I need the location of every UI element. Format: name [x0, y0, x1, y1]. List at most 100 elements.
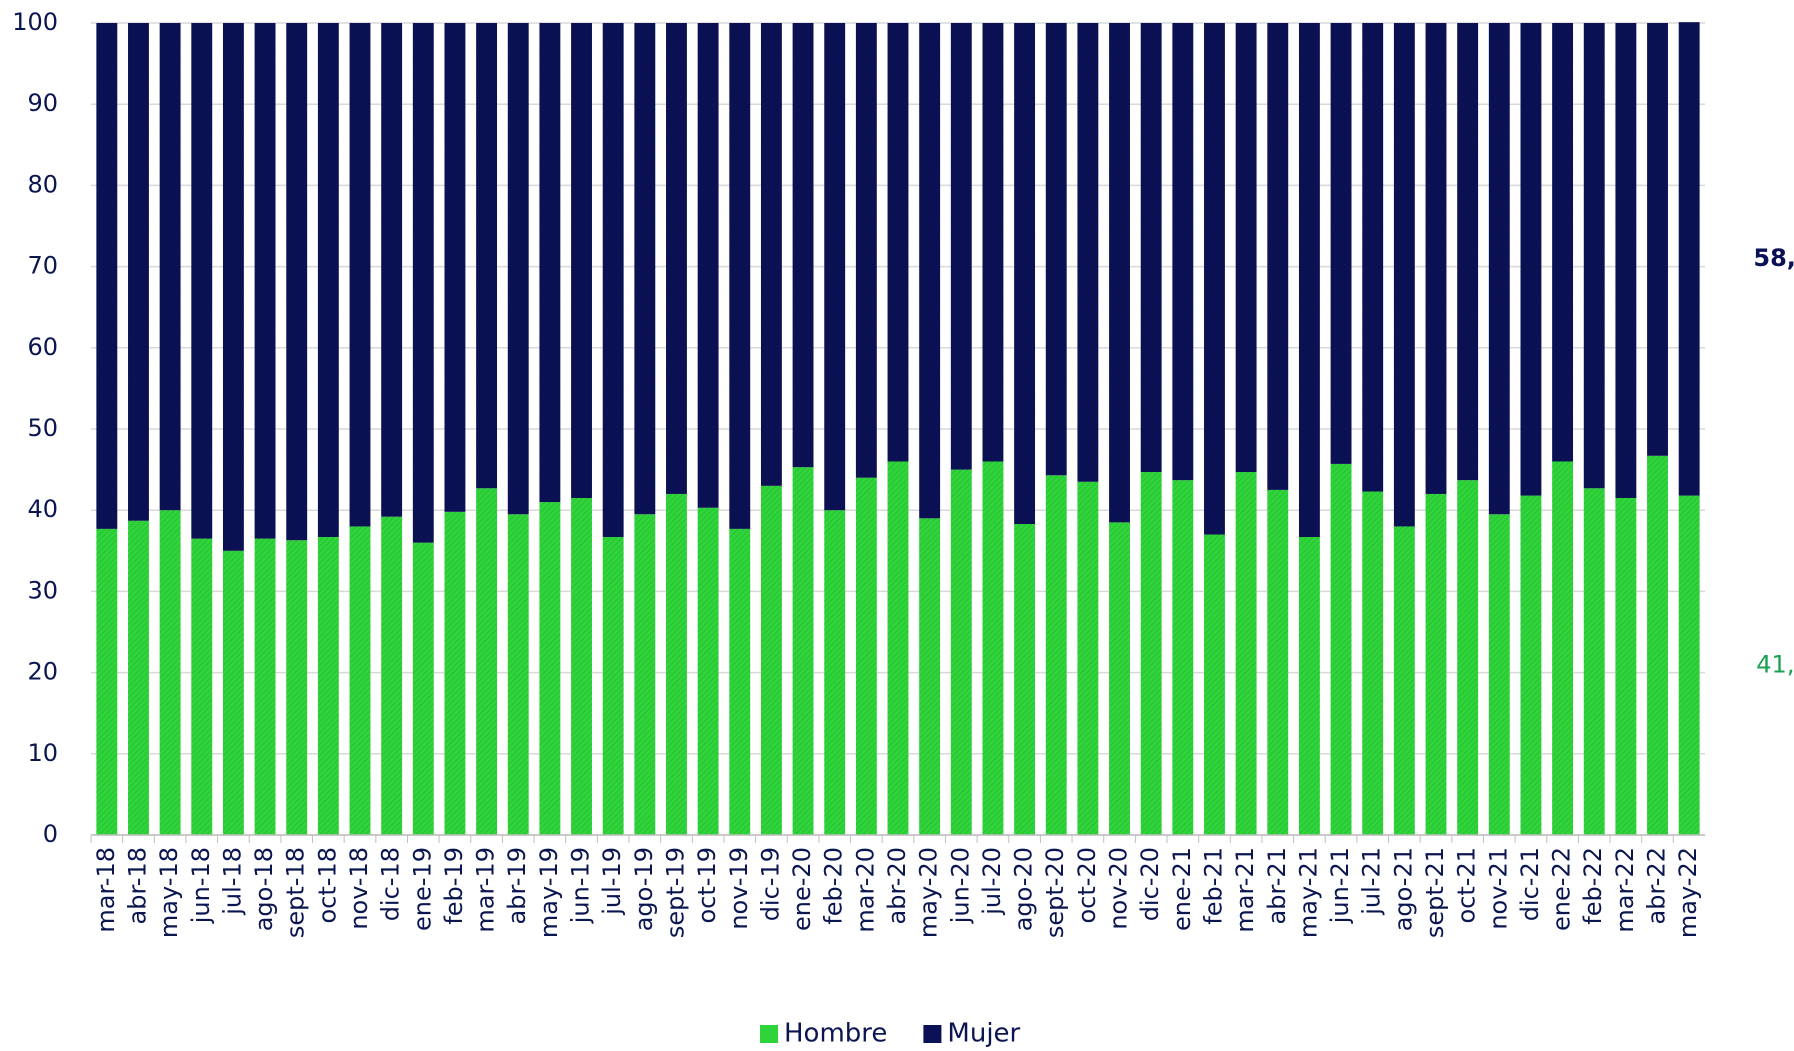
bar-segment [697, 23, 719, 508]
bar-segment [1330, 23, 1352, 464]
y-tick-label: 70 [27, 252, 58, 280]
x-tick-label: oct-20 [1073, 847, 1101, 924]
bar-segment [855, 477, 877, 835]
bar-segment [1267, 489, 1289, 835]
x-tick-label: abr-19 [503, 847, 531, 924]
bar-segment [286, 23, 308, 541]
x-tick-label: jun-21 [1326, 847, 1354, 924]
bar-segment [1647, 23, 1668, 456]
bar-segment [602, 536, 624, 835]
bar-segment [1204, 534, 1225, 835]
x-tick-label: dic-21 [1516, 847, 1544, 921]
bar-segment [1298, 23, 1320, 537]
bar-segment [191, 23, 213, 539]
data-label: 58,3 [1753, 244, 1794, 272]
bar-segment [539, 502, 561, 835]
bar-segment [381, 23, 403, 517]
bar-segment [760, 485, 782, 835]
bar-segment [1109, 522, 1130, 835]
x-tick-label: jun-19 [567, 847, 595, 924]
bar-segment [1678, 22, 1700, 496]
bar-segment [1393, 526, 1415, 835]
x-tick-label: abr-20 [883, 847, 911, 924]
bar-segment [128, 520, 149, 835]
x-tick-label: ago-21 [1389, 847, 1417, 931]
bar-segment [729, 23, 751, 529]
x-tick-label: mar-21 [1231, 847, 1259, 933]
bar-segment [1140, 23, 1162, 473]
x-tick-label: nov-19 [725, 847, 753, 930]
y-tick-label: 90 [27, 89, 58, 117]
bar-segment [1520, 495, 1542, 835]
bar-segment [697, 507, 719, 835]
x-tick-label: oct-18 [313, 847, 341, 924]
bar-segment [1425, 23, 1447, 494]
x-tick-label: ago-20 [1010, 847, 1038, 931]
x-tick-label: may-20 [915, 847, 943, 938]
x-tick-label: sept-18 [282, 847, 310, 938]
bar-segment [1552, 461, 1574, 835]
bar-segment [159, 23, 181, 511]
legend-swatch [760, 1025, 778, 1043]
bar-segment [571, 498, 592, 835]
bar-segment [1172, 23, 1194, 481]
bar-segment [191, 538, 213, 835]
bar-segment [1488, 23, 1510, 515]
x-tick-label: mar-18 [92, 847, 120, 933]
x-tick-label: mar-22 [1611, 847, 1639, 933]
bar-segment [317, 536, 339, 835]
bar-segment [887, 23, 909, 462]
x-tick-label: ago-18 [250, 847, 278, 931]
bar-segment [1077, 23, 1099, 482]
x-tick-label: ene-21 [1168, 847, 1196, 931]
bar-segment [1045, 475, 1067, 835]
bar-segment [1488, 514, 1510, 835]
bar-segment [982, 461, 1004, 835]
bar-segment [824, 23, 846, 511]
bar-segment [444, 23, 466, 512]
y-tick-label: 50 [27, 414, 58, 442]
bar-segment [349, 23, 371, 527]
bar-segment [349, 526, 371, 835]
bar-segment [381, 516, 403, 835]
bar-segment [792, 467, 814, 835]
x-tick-label: nov-21 [1484, 847, 1512, 930]
x-tick-label: may-22 [1674, 847, 1702, 938]
y-tick-label: 60 [27, 333, 58, 361]
bar-segment [982, 23, 1004, 462]
x-tick-label: may-18 [155, 847, 183, 938]
x-tick-label: abr-22 [1643, 847, 1671, 924]
legend-label: Hombre [784, 1019, 887, 1049]
x-tick-label: nov-20 [1105, 847, 1133, 930]
x-tick-label: abr-18 [123, 847, 151, 924]
bar-segment [666, 23, 687, 494]
bar-segment [1615, 498, 1637, 835]
bar-segment [634, 23, 656, 515]
bar-segment [412, 542, 434, 835]
bar-segment [476, 23, 498, 489]
x-tick-label: ene-19 [408, 847, 436, 931]
bar-segment [634, 514, 656, 835]
bar-segment [760, 23, 782, 486]
bar-segment [1457, 23, 1479, 481]
x-tick-label: jul-18 [218, 847, 246, 916]
x-tick-label: may-19 [535, 847, 563, 938]
bar-segment [1014, 524, 1036, 835]
legend-label: Mujer [947, 1019, 1020, 1049]
bar-segment [1267, 23, 1289, 490]
bar-segment [96, 23, 118, 529]
bar-segment [476, 488, 498, 835]
bar-segment [507, 23, 529, 515]
bar-segment [1045, 23, 1067, 476]
x-tick-label: jul-20 [978, 847, 1006, 916]
x-tick-label: feb-21 [1199, 847, 1227, 925]
bar-segment [1204, 23, 1225, 535]
bar-segment [444, 511, 466, 835]
bar-segment [1077, 481, 1099, 835]
x-tick-label: ene-22 [1548, 847, 1576, 931]
bar-segment [317, 23, 339, 537]
y-tick-label: 100 [12, 8, 58, 36]
bar-segment [1362, 491, 1384, 835]
bar-segment [1172, 480, 1194, 835]
